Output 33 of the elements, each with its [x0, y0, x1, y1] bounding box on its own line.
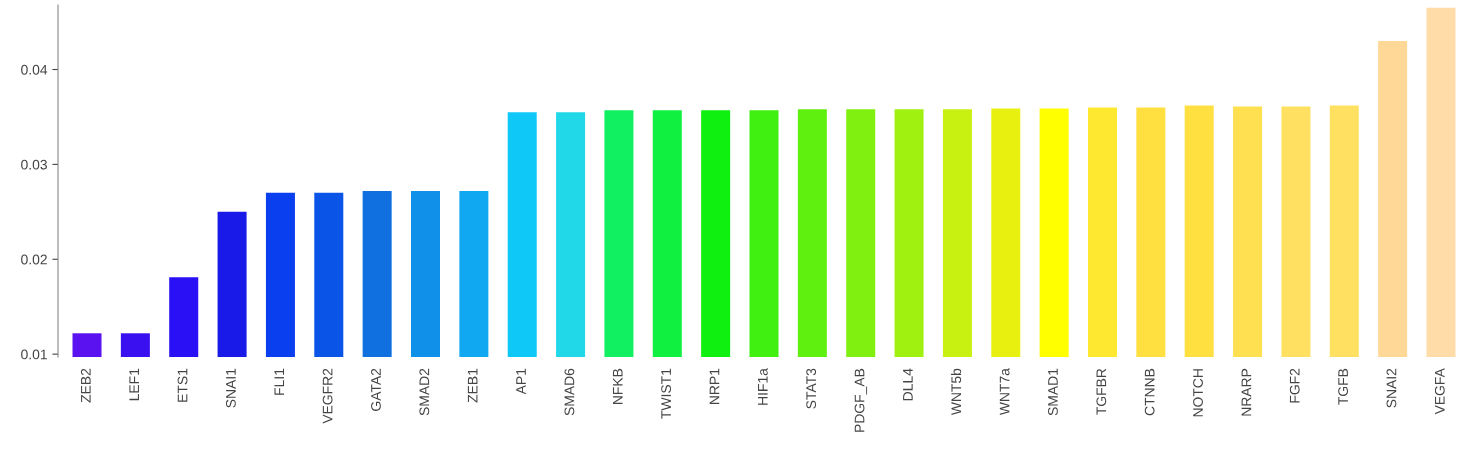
x-tick-label: FLI1 [274, 368, 285, 395]
x-tick-label: ETS1 [177, 368, 188, 402]
x-tick-label: SMAD1 [1048, 368, 1058, 416]
x-tick-label: CTNNB [1144, 368, 1155, 416]
x-tick-label: NFKB [612, 368, 623, 405]
x-tick-label: SMAD2 [419, 368, 430, 416]
x-tick-label: SMAD6 [564, 368, 575, 416]
x-tick-label: STAT3 [806, 368, 817, 409]
x-tick-label: PDGF_AB [854, 368, 868, 432]
y-tick-label: 0.03 [21, 159, 47, 170]
x-tick-label: VEGFR2 [322, 368, 333, 424]
x-tick-label: ZEB1 [467, 368, 478, 403]
x-tick-label: TGFB [1338, 368, 1348, 405]
x-tick-label: HIF1a [758, 368, 768, 405]
x-tick-label: LEF1 [129, 368, 139, 401]
x-tick-label: WNT7a [999, 368, 1010, 416]
x-tick-label: NRARP [1241, 368, 1252, 416]
x-tick-label: SNAI1 [225, 368, 236, 408]
x-tick-label: SNAI2 [1386, 368, 1397, 408]
x-tick-label: AP1 [516, 368, 526, 395]
y-tick-label: 0.02 [21, 254, 47, 265]
y-tick-label: 0.01 [21, 349, 47, 360]
x-tick-label: TWIST1 [661, 368, 672, 419]
x-tick-label: ZEB2 [80, 368, 91, 403]
x-tick-label: NRP1 [709, 368, 720, 405]
x-tick-label: DLL4 [903, 368, 913, 401]
x-tick-label: FGF2 [1289, 368, 1300, 403]
x-tick-label: WNT5b [950, 368, 962, 416]
x-tick-label: GATA2 [371, 368, 381, 411]
x-tick-label: TGFBR [1096, 368, 1107, 415]
x-tick-label: NOTCH [1193, 369, 1203, 417]
y-tick-label: 0.04 [21, 64, 48, 75]
x-tick-label: VEGFA [1434, 368, 1445, 415]
